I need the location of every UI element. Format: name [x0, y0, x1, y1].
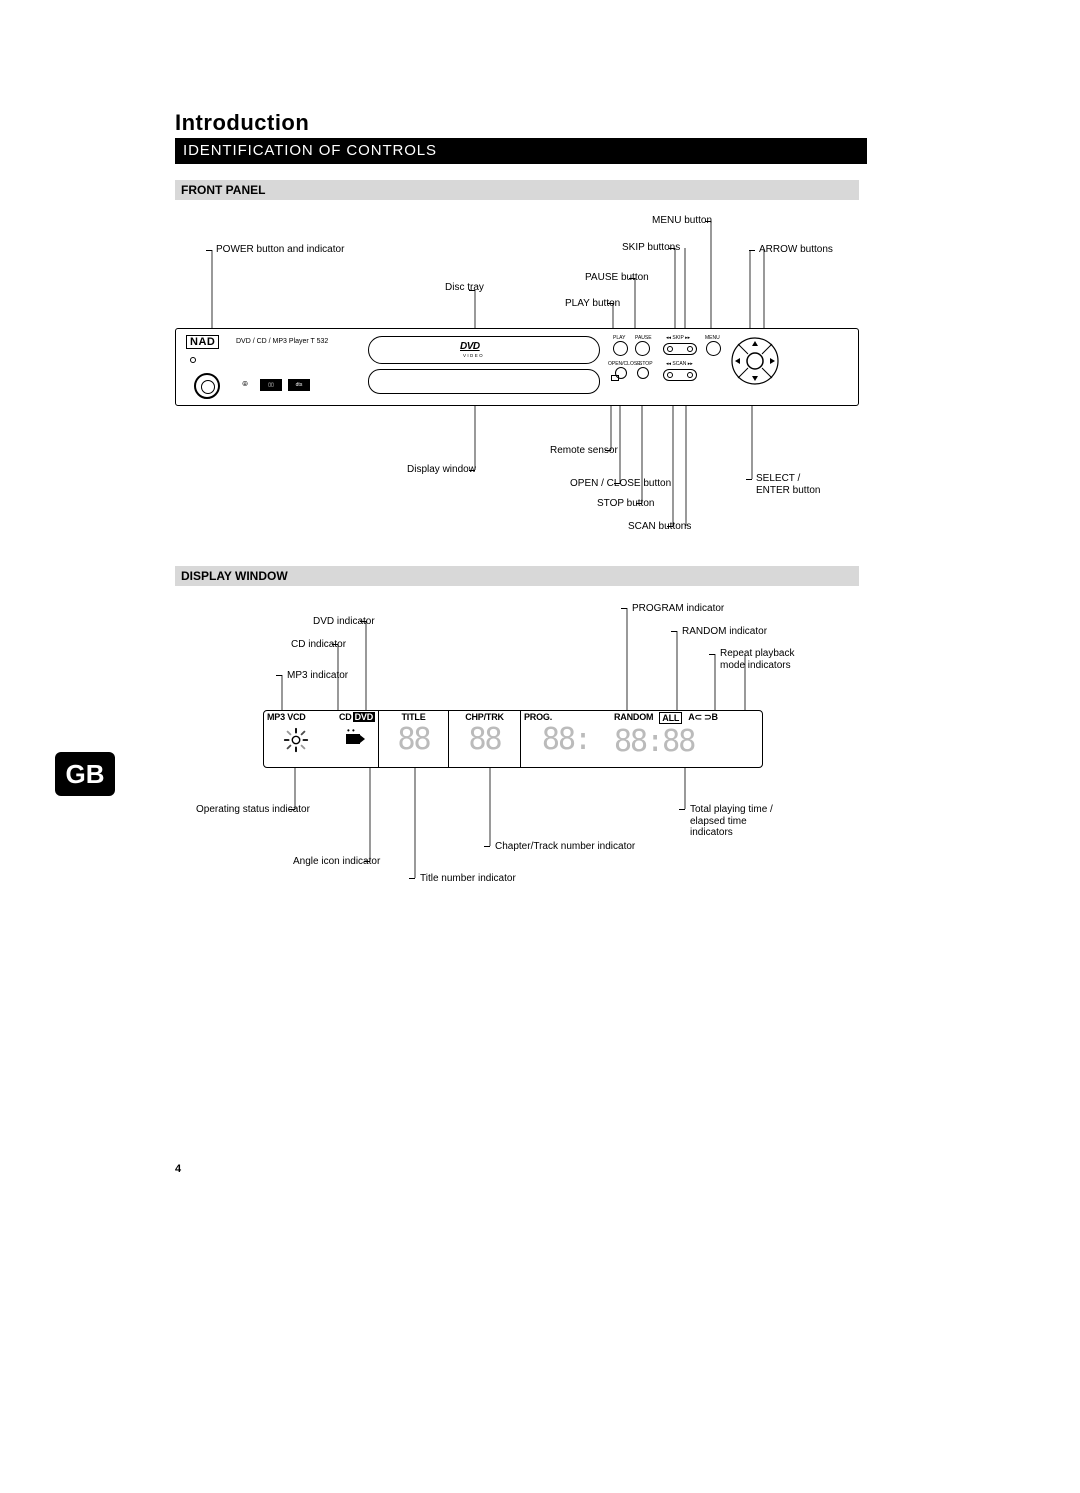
arrow-pad-icon: [731, 337, 779, 385]
lcd-repeat-label: A⊂ ⊃B: [688, 712, 718, 724]
play-button-icon: [613, 341, 628, 356]
callout-remote: Remote sensor: [550, 445, 618, 457]
callout-select: SELECT / ENTER button: [756, 473, 836, 496]
power-led: [190, 357, 196, 363]
skip-label: ◂◂ SKIP ▸▸: [666, 335, 690, 341]
stop-button-icon: [637, 367, 649, 379]
menu-button-icon: [706, 341, 721, 356]
callout-open-close: OPEN / CLOSE button: [570, 478, 671, 490]
spinner-icon: [282, 726, 310, 754]
lcd-prog-segment: PROG. 88:: [521, 711, 611, 767]
front-panel-header: FRONT PANEL: [175, 180, 859, 200]
skip-buttons-icon: [663, 343, 697, 355]
callout-dvd-ind: DVD indicator: [313, 616, 375, 628]
scan-label: ◂◂ SCAN ▸▸: [666, 361, 693, 367]
callout-title-num-ind: Title number indicator: [420, 873, 516, 885]
pause-button-icon: [635, 341, 650, 356]
page-number: 4: [175, 1163, 181, 1175]
display-window-header: DISPLAY WINDOW: [175, 566, 859, 586]
dts-logo-icon: dts: [288, 379, 310, 391]
callout-cd-ind: CD indicator: [291, 639, 346, 651]
callout-menu: MENU button: [652, 215, 712, 227]
callout-angle-ind: Angle icon indicator: [293, 856, 380, 868]
lcd-random-label: RANDOM: [614, 712, 653, 724]
lcd-display: MP3 VCD CDDVD: [263, 710, 763, 768]
callout-total-time-ind: Total playing time / elapsed time indica…: [690, 804, 790, 839]
callout-scan: SCAN buttons: [628, 521, 691, 533]
dvd-logo-sub: VIDEO: [463, 353, 484, 358]
lcd-all-label: ALL: [659, 712, 682, 724]
callout-pause: PAUSE button: [585, 272, 649, 284]
display-window-icon: [368, 369, 600, 394]
callout-program-ind: PROGRAM indicator: [632, 603, 724, 615]
callout-random-ind: RANDOM indicator: [682, 626, 767, 638]
callout-stop: STOP button: [597, 498, 654, 510]
lcd-chp-segment: CHP/TRK 88: [449, 711, 521, 767]
dolby-logo-icon: ▯▯: [260, 379, 282, 391]
callout-mp3-ind: MP3 indicator: [287, 670, 348, 682]
language-badge: GB: [55, 752, 115, 796]
display-window-diagram: DVD indicator CD indicator MP3 indicator…: [175, 598, 859, 898]
callout-chp-num-ind: Chapter/Track number indicator: [495, 841, 635, 853]
dvd-logo-icon: DVD: [460, 341, 480, 352]
power-button-icon: [194, 373, 220, 399]
lcd-cd-dvd-label: CDDVD: [339, 712, 375, 722]
open-label: OPEN/CLOSE: [608, 361, 641, 367]
disc-tray-icon: [368, 336, 600, 364]
device-front-panel: NAD DVD / CD / MP3 Player T 532 ⦾ ▯▯ dts…: [175, 328, 859, 406]
lcd-chp-label: CHP/TRK: [452, 712, 517, 722]
callout-power: POWER button and indicator: [216, 244, 344, 256]
lcd-prog-label: PROG.: [524, 712, 608, 722]
callout-arrow: ARROW buttons: [759, 244, 833, 256]
callout-play: PLAY button: [565, 298, 620, 310]
open-close-button-icon: [615, 367, 627, 379]
callout-skip: SKIP buttons: [622, 242, 680, 254]
scan-buttons-icon: [663, 369, 697, 381]
callout-display: Display window: [407, 464, 476, 476]
callout-repeat-ind: Repeat playback mode indicators: [720, 648, 820, 671]
lcd-title-segment: TITLE 88: [379, 711, 449, 767]
lcd-title-label: TITLE: [382, 712, 445, 722]
brand-badge: NAD: [186, 335, 219, 349]
section-title: Introduction: [175, 110, 309, 136]
identification-bar: IDENTIFICATION OF CONTROLS: [175, 138, 867, 164]
format-logos: ⦾ ▯▯ dts: [236, 379, 310, 391]
lcd-mp3-vcd-label: MP3 VCD: [267, 712, 306, 722]
lcd-disc-segment: MP3 VCD CDDVD: [264, 711, 379, 767]
callout-disc-tray: Disc tray: [445, 282, 484, 294]
lcd-random-segment: RANDOM ALL A⊂ ⊃B 88:88: [611, 711, 762, 767]
model-text: DVD / CD / MP3 Player T 532: [236, 338, 328, 345]
cd-logo-icon: ⦾: [236, 380, 254, 390]
front-panel-diagram: POWER button and indicator Disc tray PLA…: [175, 208, 859, 538]
angle-icon: [346, 734, 360, 744]
callout-operating-ind: Operating status indicator: [196, 804, 310, 816]
